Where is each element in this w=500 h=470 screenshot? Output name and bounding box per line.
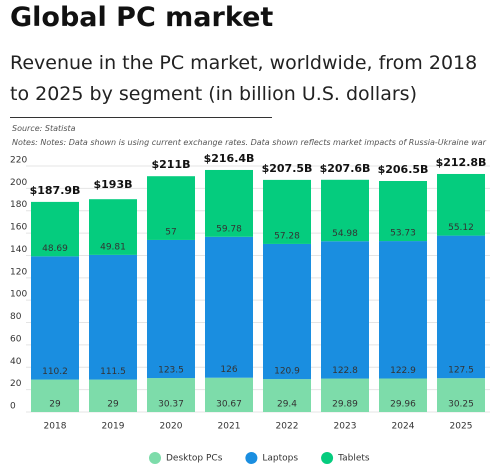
total-label: $187.9B bbox=[30, 184, 81, 197]
total-label: $206.5B bbox=[378, 163, 429, 176]
segment-label: 123.5 bbox=[158, 366, 184, 376]
y-tick-label: 60 bbox=[10, 334, 22, 344]
segment-label: 29.96 bbox=[390, 400, 416, 410]
segment-label: 122.9 bbox=[390, 366, 416, 376]
y-tick-label: 220 bbox=[10, 156, 27, 166]
y-tick-label: 180 bbox=[10, 200, 27, 210]
x-tick-label: 2022 bbox=[276, 422, 299, 432]
bar-segment bbox=[205, 169, 253, 237]
bar-segment bbox=[321, 378, 369, 412]
x-tick-label: 2019 bbox=[102, 422, 125, 432]
y-tick-label: 140 bbox=[10, 245, 27, 255]
chart-subtitle: Revenue in the PC market, worldwide, fro… bbox=[10, 52, 478, 105]
x-tick-label: 2021 bbox=[218, 422, 241, 432]
total-label: $207.6B bbox=[320, 162, 371, 175]
segment-label: 53.73 bbox=[390, 229, 416, 239]
bar-segment bbox=[147, 378, 195, 412]
segment-label: 59.78 bbox=[216, 224, 242, 234]
segment-label: 30.37 bbox=[158, 400, 184, 410]
segment-label: 29.4 bbox=[277, 400, 297, 410]
bar-segment bbox=[205, 377, 253, 412]
segment-label: 29.89 bbox=[332, 400, 358, 410]
bar-segment bbox=[31, 201, 79, 257]
divider bbox=[10, 117, 272, 118]
segment-label: 111.5 bbox=[100, 367, 126, 377]
bar-segment bbox=[437, 235, 485, 379]
source: Source: Statista bbox=[12, 124, 76, 133]
segment-label: 54.98 bbox=[332, 229, 358, 239]
y-tick-label: 200 bbox=[10, 178, 27, 188]
bar-segment bbox=[263, 243, 311, 380]
y-tick-label: 160 bbox=[10, 223, 27, 233]
total-label: $212.8B bbox=[436, 156, 487, 169]
y-tick-label: 40 bbox=[10, 357, 22, 367]
segment-label: 49.81 bbox=[100, 242, 126, 252]
bar-segment bbox=[89, 199, 137, 255]
segment-label: 29 bbox=[49, 400, 61, 410]
segment-label: 30.67 bbox=[216, 400, 242, 410]
bar-segment bbox=[147, 176, 195, 240]
segment-label: 57 bbox=[165, 227, 176, 237]
bar-segment bbox=[147, 239, 195, 379]
bar-segment bbox=[263, 379, 311, 412]
bar-segment bbox=[379, 241, 427, 379]
bar-segment bbox=[263, 179, 311, 244]
y-tick-label: 80 bbox=[10, 312, 22, 322]
y-tick-label: 20 bbox=[10, 379, 22, 389]
legend-label: Laptops bbox=[262, 454, 298, 464]
total-label: $216.4B bbox=[204, 152, 255, 165]
segment-label: 29 bbox=[107, 400, 119, 410]
segment-label: 30.25 bbox=[448, 400, 474, 410]
segment-label: 122.8 bbox=[332, 366, 358, 376]
chart-title: Global PC market bbox=[10, 2, 274, 33]
bar-segment bbox=[205, 236, 253, 378]
bar-segment bbox=[321, 241, 369, 379]
legend-label: Desktop PCs bbox=[166, 454, 223, 464]
legend-swatch bbox=[245, 452, 258, 464]
bar-segment bbox=[379, 378, 427, 412]
total-label: $193B bbox=[94, 178, 133, 191]
segment-label: 48.69 bbox=[42, 244, 68, 254]
y-tick-label: 100 bbox=[10, 290, 27, 300]
segment-label: 55.12 bbox=[448, 223, 474, 233]
segment-label: 57.28 bbox=[274, 231, 300, 241]
bar-segment bbox=[379, 180, 427, 242]
bar-segment bbox=[31, 379, 79, 412]
total-label: $211B bbox=[152, 158, 191, 171]
legend-label: Tablets bbox=[337, 454, 370, 464]
bar-segment bbox=[31, 256, 79, 380]
notes: Notes: Notes: Data shown is using curren… bbox=[12, 138, 486, 147]
legend-swatch bbox=[321, 452, 334, 464]
x-tick-label: 2020 bbox=[160, 422, 183, 432]
x-tick-label: 2024 bbox=[392, 422, 415, 432]
segment-label: 127.5 bbox=[448, 366, 474, 376]
y-tick-label: 120 bbox=[10, 267, 27, 277]
x-tick-label: 2023 bbox=[334, 422, 357, 432]
x-tick-label: 2025 bbox=[450, 422, 473, 432]
bar-segment bbox=[437, 378, 485, 412]
segment-label: 110.2 bbox=[42, 367, 68, 377]
bar-segment bbox=[89, 379, 137, 412]
x-tick-label: 2018 bbox=[44, 422, 67, 432]
bar-segment bbox=[321, 179, 369, 242]
legend-swatch bbox=[149, 452, 161, 464]
y-tick-label: 0 bbox=[10, 402, 16, 412]
bar-segment bbox=[89, 254, 137, 380]
bar-segment bbox=[437, 173, 485, 236]
total-label: $207.5B bbox=[262, 162, 313, 175]
segment-label: 120.9 bbox=[274, 367, 300, 377]
segment-label: 126 bbox=[220, 365, 237, 375]
